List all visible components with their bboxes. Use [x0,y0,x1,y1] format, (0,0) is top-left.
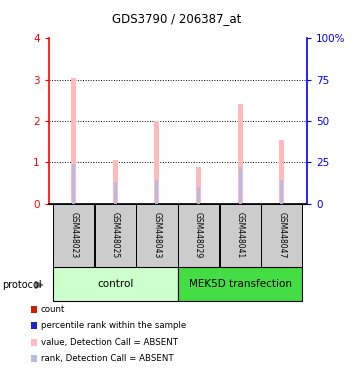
Text: rank, Detection Call = ABSENT: rank, Detection Call = ABSENT [41,354,173,363]
Bar [113,160,118,204]
Text: MEK5D transfection: MEK5D transfection [189,279,292,289]
Text: GSM448025: GSM448025 [111,212,120,258]
Bar [136,204,178,267]
Bar [219,204,261,267]
Text: control: control [97,279,134,289]
Bar [155,121,160,204]
Text: GSM448047: GSM448047 [277,212,286,258]
Bar [196,167,201,204]
Bar [197,187,200,204]
Bar [239,167,242,204]
Text: percentile rank within the sample: percentile rank within the sample [41,321,186,330]
Bar [156,180,158,204]
Bar [178,267,303,301]
Bar [178,204,219,267]
Text: protocol: protocol [2,280,42,290]
Text: GSM448041: GSM448041 [236,212,245,258]
Bar [53,204,94,267]
Text: value, Detection Call = ABSENT: value, Detection Call = ABSENT [41,338,178,347]
Text: GDS3790 / 206387_at: GDS3790 / 206387_at [112,12,242,25]
Bar [279,139,284,204]
Bar [53,267,178,301]
Text: count: count [41,305,65,314]
Bar [95,204,136,267]
Bar [238,104,243,204]
Text: GSM448043: GSM448043 [152,212,161,258]
Bar [114,182,117,204]
Bar [261,204,303,267]
Text: GSM448029: GSM448029 [194,212,203,258]
Bar [280,180,283,204]
Bar [72,164,75,204]
Bar [71,78,76,204]
Text: GSM448023: GSM448023 [69,212,78,258]
